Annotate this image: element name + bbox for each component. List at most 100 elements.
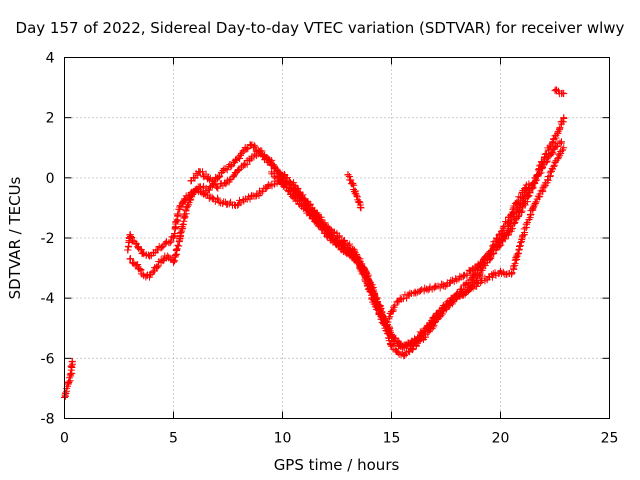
data-point bbox=[294, 185, 302, 193]
data-point bbox=[291, 186, 299, 194]
data-point bbox=[456, 272, 464, 280]
data-point bbox=[223, 166, 231, 174]
data-point bbox=[358, 261, 366, 269]
data-point bbox=[216, 172, 224, 180]
data-point bbox=[171, 252, 179, 260]
data-point bbox=[172, 251, 180, 259]
x-tick-label: 20 bbox=[492, 431, 510, 447]
data-point bbox=[430, 284, 438, 292]
data-point bbox=[61, 389, 69, 397]
data-point bbox=[166, 239, 174, 247]
data-point bbox=[259, 151, 267, 159]
data-point bbox=[436, 284, 444, 292]
data-point bbox=[374, 298, 382, 306]
data-point bbox=[226, 176, 234, 184]
data-point bbox=[501, 235, 509, 243]
data-point bbox=[560, 144, 568, 152]
data-point bbox=[353, 192, 361, 200]
data-point bbox=[395, 339, 403, 347]
data-point bbox=[139, 270, 147, 278]
data-point bbox=[526, 189, 534, 197]
data-point bbox=[198, 189, 206, 197]
data-point bbox=[137, 266, 145, 274]
series-track-7 bbox=[344, 171, 365, 212]
data-point bbox=[124, 246, 132, 254]
data-point bbox=[505, 231, 513, 239]
data-point bbox=[179, 221, 187, 229]
data-point bbox=[213, 183, 221, 191]
series-track-1 bbox=[61, 357, 77, 401]
data-point bbox=[525, 180, 533, 188]
data-point bbox=[515, 243, 523, 251]
data-point bbox=[214, 194, 222, 202]
data-point bbox=[65, 378, 73, 386]
data-point bbox=[559, 89, 567, 97]
data-point bbox=[175, 242, 183, 250]
x-tick-label: 15 bbox=[383, 431, 401, 447]
data-point bbox=[310, 214, 318, 222]
data-point bbox=[550, 162, 558, 170]
data-point bbox=[202, 170, 210, 178]
data-point bbox=[531, 199, 539, 207]
data-point bbox=[521, 184, 529, 192]
data-point bbox=[270, 162, 278, 170]
data-point bbox=[127, 233, 135, 241]
data-point bbox=[386, 327, 394, 335]
data-point bbox=[557, 149, 565, 157]
data-point bbox=[286, 187, 294, 195]
data-point bbox=[504, 218, 512, 226]
data-point bbox=[153, 263, 161, 271]
data-point bbox=[132, 239, 140, 247]
data-point bbox=[349, 249, 357, 257]
data-point bbox=[305, 211, 313, 219]
y-tick-label: 2 bbox=[46, 111, 55, 127]
data-point bbox=[277, 176, 285, 184]
data-point bbox=[560, 114, 568, 122]
data-points bbox=[61, 86, 568, 401]
series-track-6 bbox=[551, 86, 568, 98]
data-point bbox=[349, 179, 357, 187]
data-point bbox=[218, 168, 226, 176]
data-point bbox=[487, 248, 495, 256]
data-point bbox=[174, 210, 182, 218]
data-point bbox=[480, 257, 488, 265]
data-point bbox=[288, 193, 296, 201]
data-point bbox=[280, 182, 288, 190]
data-point bbox=[507, 210, 515, 218]
data-point bbox=[369, 286, 377, 294]
series-track-5 bbox=[268, 144, 568, 352]
data-point bbox=[522, 220, 530, 228]
data-point bbox=[209, 177, 217, 185]
data-point bbox=[446, 279, 453, 287]
data-point bbox=[225, 200, 233, 208]
data-point bbox=[463, 270, 471, 278]
data-point bbox=[507, 225, 515, 233]
data-point bbox=[170, 258, 177, 266]
data-point bbox=[231, 156, 239, 164]
data-point bbox=[493, 235, 501, 243]
data-point bbox=[169, 233, 177, 241]
data-point bbox=[182, 207, 190, 215]
y-tick-label: -2 bbox=[41, 231, 55, 247]
data-point bbox=[513, 251, 521, 259]
data-point bbox=[472, 269, 480, 277]
data-point bbox=[250, 141, 258, 149]
data-point bbox=[517, 193, 525, 201]
data-point bbox=[423, 325, 431, 333]
x-tick-label: 25 bbox=[601, 431, 619, 447]
data-point bbox=[458, 290, 466, 298]
data-point bbox=[192, 187, 200, 195]
data-point bbox=[174, 241, 182, 249]
data-point bbox=[518, 235, 526, 243]
data-point bbox=[235, 153, 243, 161]
data-point bbox=[273, 173, 281, 181]
data-point bbox=[356, 203, 364, 211]
data-point bbox=[412, 337, 420, 345]
y-tick-label: -8 bbox=[41, 412, 55, 428]
data-point bbox=[282, 183, 290, 191]
data-point bbox=[508, 224, 516, 232]
data-point bbox=[332, 236, 340, 244]
data-point bbox=[135, 265, 143, 273]
data-point bbox=[172, 246, 180, 254]
